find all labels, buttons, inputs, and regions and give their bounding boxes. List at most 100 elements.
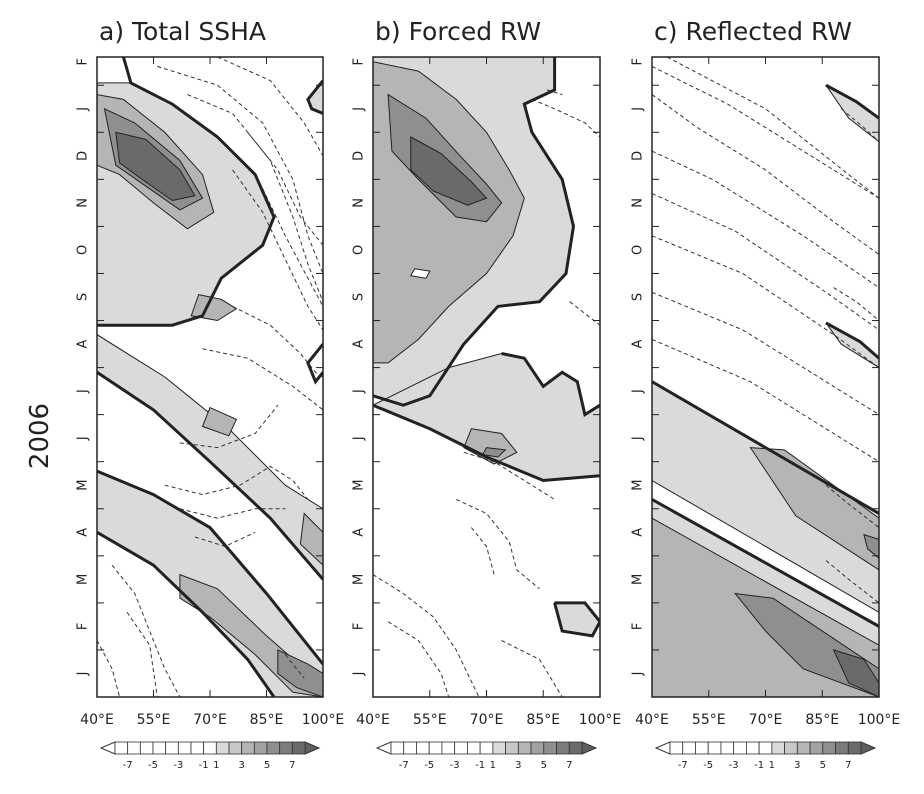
zero-contour [306, 79, 323, 115]
zero-contour [97, 57, 276, 327]
colorbar: -7 -5 -3 -1 1 3 5 7 [375, 741, 598, 771]
colorbar-box [758, 741, 773, 755]
colorbar-box [152, 741, 167, 755]
negative-contour [387, 621, 450, 697]
x-tick-label: 70°E [749, 712, 783, 728]
shaded-contour-level-7 [410, 136, 488, 206]
shaded-contour-level-7 [115, 131, 196, 202]
zero-contour [373, 57, 576, 407]
colorbar-label: 1 [213, 760, 219, 771]
y-tick-label: J [630, 436, 645, 441]
y-tick-label: N [75, 198, 90, 208]
zero-contour [97, 531, 276, 697]
negative-contour [111, 564, 181, 697]
colorbar-box [492, 741, 507, 755]
zero-contour [825, 321, 879, 360]
y-tick-label: S [76, 293, 91, 301]
colorbar-box [466, 741, 481, 755]
colorbar-label: 5 [541, 760, 547, 771]
colorbar-box [215, 741, 230, 755]
colorbar-box [291, 741, 306, 755]
y-tick-label: M [75, 574, 90, 585]
colorbar-box [784, 741, 798, 755]
negative-contour [652, 193, 879, 331]
colorbar: -7 -5 -3 -1 1 3 5 7 [654, 741, 877, 771]
colorbar-box [127, 741, 141, 755]
colorbar-box [266, 741, 281, 755]
x-tick-label: 55°E [692, 712, 726, 728]
colorbar-max-arrow [581, 741, 598, 755]
y-tick-label: F [352, 58, 367, 65]
colorbar-box [720, 741, 735, 755]
colorbar-box [771, 741, 785, 755]
negative-contour [179, 508, 286, 519]
colorbar-box [543, 741, 557, 755]
y-tick-label: O [76, 245, 91, 255]
negative-contour [179, 404, 279, 449]
panel-title: b) Forced RW [375, 17, 541, 46]
shaded-contour-level-0 [410, 268, 431, 279]
colorbar-label: -7 [399, 760, 409, 771]
colorbar-label: 1 [490, 760, 496, 771]
negative-contour [232, 305, 323, 378]
x-tick-label: 85°E [250, 712, 284, 728]
y-tick-label: O [631, 245, 646, 255]
colorbar-box [733, 741, 747, 755]
x-tick-label: 85°E [805, 712, 839, 728]
colorbar-label: 3 [794, 760, 800, 771]
negative-contour [666, 57, 879, 199]
colorbar-label: -1 [475, 760, 485, 771]
x-tick-label: 100°E [858, 712, 901, 728]
zero-contour [373, 403, 600, 483]
colorbar-box [517, 741, 532, 755]
contour-layer [373, 57, 600, 697]
negative-contour [187, 94, 323, 302]
colorbar-box [177, 741, 192, 755]
y-tick-label: J [75, 672, 90, 677]
negative-contour [202, 348, 323, 411]
panel-3: c) Reflected RW 40°E 55°E 70°E 85°E 100°E J F M A… [630, 17, 900, 771]
colorbar-box [669, 741, 684, 755]
zero-contour [306, 343, 323, 385]
x-tick-label: 40°E [635, 712, 669, 728]
x-tick-label: 55°E [137, 712, 171, 728]
colorbar-label: -5 [424, 760, 434, 771]
negative-contour [463, 451, 555, 500]
y-tick-label: J [351, 436, 366, 441]
shaded-contour-level-3 [463, 428, 518, 465]
colorbar-box [390, 741, 405, 755]
negative-contour [455, 498, 540, 590]
colorbar-box [746, 741, 760, 755]
colorbar-label: -7 [678, 760, 688, 771]
colorbar-box [835, 741, 849, 755]
negative-contour [164, 465, 309, 500]
y-tick-label: N [630, 198, 645, 208]
x-tick-label: 70°E [193, 712, 227, 728]
colorbar-box [416, 741, 430, 755]
colorbar-box [695, 741, 709, 755]
colorbar-label: 7 [289, 760, 295, 771]
y-tick-label: M [76, 480, 91, 491]
shaded-contour-level-3 [749, 447, 879, 571]
colorbar-box [279, 741, 293, 755]
y-tick-label: F [76, 623, 91, 630]
zero-contour [501, 352, 600, 417]
shaded-contour-level-7 [832, 649, 879, 697]
negative-contour [652, 94, 879, 256]
zero-contour [652, 498, 879, 628]
colorbar-box [403, 741, 417, 755]
y-tick-label: S [631, 293, 646, 301]
negative-contour [471, 527, 495, 575]
year-label: 2006 [25, 403, 55, 469]
colorbar-label: 3 [238, 760, 244, 771]
colorbar-max-arrow [304, 741, 321, 755]
y-tick-label: M [352, 480, 367, 491]
colorbar-box [454, 741, 468, 755]
panel-title: a) Total SSHA [99, 17, 266, 46]
contour-layer [652, 57, 879, 697]
negative-contour [652, 235, 879, 369]
colorbar-box [822, 741, 836, 755]
y-tick-label: J [75, 107, 90, 112]
contour-layer [97, 57, 323, 697]
y-tick-label: J [351, 107, 366, 112]
